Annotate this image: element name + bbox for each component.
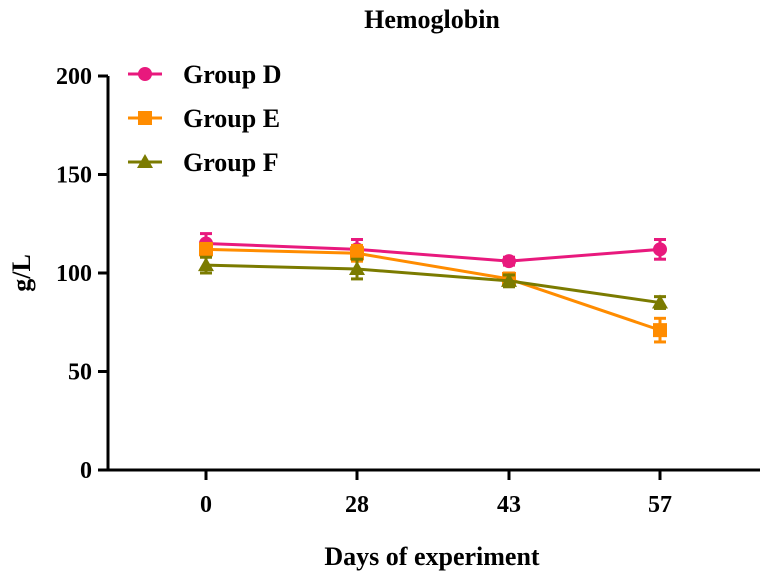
y-tick-label: 50 [68, 360, 92, 386]
chart-title: Hemoglobin [364, 5, 500, 34]
data-point-marker [199, 242, 213, 257]
data-point-marker [652, 294, 668, 309]
series-line [205, 241, 661, 263]
legend-item: Group F [128, 148, 279, 177]
series-group-f [198, 255, 668, 310]
legend-item: Group E [128, 104, 280, 133]
y-tick-label: 100 [56, 261, 92, 287]
y-tick-label: 0 [80, 458, 92, 484]
legend-label: Group F [183, 148, 279, 177]
legend-label: Group D [183, 60, 282, 89]
data-point-marker [138, 67, 152, 81]
legend: Group D Group E Group F [128, 60, 282, 177]
x-tick-label: 43 [497, 492, 521, 518]
y-tick-label: 150 [56, 163, 92, 189]
data-point-marker [350, 246, 364, 261]
x-tick-label: 57 [648, 492, 672, 518]
legend-label: Group E [183, 104, 280, 133]
data-point-marker [137, 154, 153, 168]
data-point-marker [349, 261, 365, 276]
data-point-marker [502, 254, 516, 269]
y-tick-label: 200 [56, 64, 92, 90]
series-line [205, 247, 661, 332]
x-tick-label: 28 [345, 492, 369, 518]
data-point-marker [198, 257, 214, 272]
legend-item: Group D [128, 60, 282, 89]
data-point-marker [501, 272, 517, 287]
data-point-marker [653, 242, 667, 257]
x-axis-label: Days of experiment [324, 542, 540, 571]
y-axis-label: g/L [7, 254, 36, 292]
data-point-marker [138, 111, 152, 125]
x-tick-label: 0 [200, 492, 212, 518]
y-ticks: 0 50 100 150 200 [56, 64, 108, 484]
series-layer [198, 232, 668, 344]
x-ticks: 0 28 43 57 [200, 470, 672, 518]
data-point-marker [653, 323, 667, 338]
series-line [205, 263, 661, 305]
